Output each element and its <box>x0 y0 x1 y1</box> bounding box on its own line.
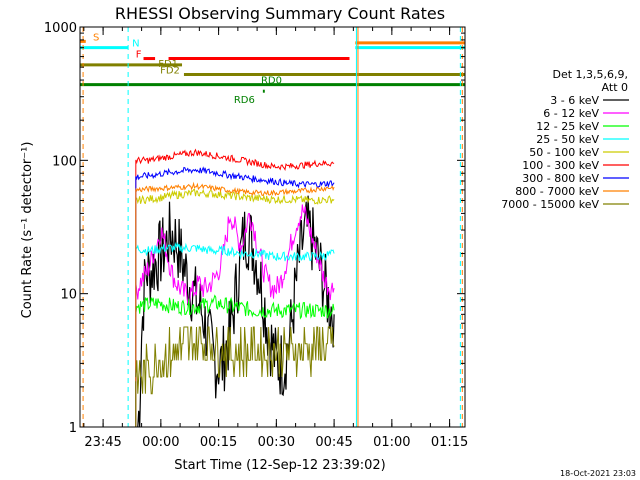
axes-ticks-layer: 1 10 100 1000 23:45 00:00 00:15 00:30 00:45 01:00… <box>44 21 468 450</box>
legend-label-800-7000-kev: 800 - 7000 keV <box>515 185 599 198</box>
flag-label-s: S <box>93 32 99 43</box>
flag-label-f: F <box>136 50 142 61</box>
y-axis-label: Count Rate (s⁻¹ detector⁻¹) <box>20 142 35 319</box>
y-axis-label-group: Count Rate (s⁻¹ detector⁻¹) <box>20 142 35 319</box>
x-axis-label: Start Time (12-Sep-12 23:39:02) <box>174 458 385 473</box>
series-line-3-6-kev <box>137 195 335 428</box>
x-tick-label-5: 01:00 <box>373 435 410 450</box>
series-line-800-7000-kev <box>135 181 335 197</box>
series-line-300-800-kev <box>135 166 335 189</box>
legend-label-12-25-kev: 12 - 25 keV <box>536 120 599 133</box>
x-tick-label-1: 00:00 <box>142 435 179 450</box>
series-line-6-12-kev <box>135 204 335 305</box>
series-layer <box>135 148 335 428</box>
legend-label-25-50-kev: 25 - 50 keV <box>536 133 599 146</box>
x-tick-label-0: 23:45 <box>84 435 121 450</box>
series-line-100-300-kev <box>135 148 335 172</box>
legend-label-3-6-kev: 3 - 6 keV <box>550 94 599 107</box>
series-line-25-50-kev <box>135 241 335 262</box>
chart-title: RHESSI Observing Summary Count Rates <box>115 4 445 23</box>
plot-frame <box>79 26 466 428</box>
x-tick-label-4: 00:45 <box>315 435 352 450</box>
vertical-lines-layer <box>82 27 463 427</box>
flag-label-rd0: RD0 <box>261 76 282 87</box>
y-tick-label-0: 1 <box>69 421 77 436</box>
legend-label-100-300-kev: 100 - 300 keV <box>522 159 599 172</box>
legend-label-300-800-kev: 300 - 800 keV <box>522 172 599 185</box>
series-line-12-25-kev <box>135 294 335 320</box>
footer-date: 18-Oct-2021 23:03 <box>560 469 636 478</box>
y-tick-label-3: 1000 <box>44 21 77 36</box>
series-line-7000-15000-kev <box>135 326 335 395</box>
flag-label-rd6: RD6 <box>234 95 255 106</box>
flag-label-n: N <box>132 39 139 50</box>
x-tick-label-2: 00:15 <box>200 435 237 450</box>
legend-label-6-12-kev: 6 - 12 keV <box>543 107 599 120</box>
legend-header-line1: Det 1,3,5,6,9, <box>552 68 628 81</box>
y-tick-label-1: 10 <box>60 288 77 303</box>
series-line-50-100-kev <box>135 188 335 205</box>
legend-label-50-100-kev: 50 - 100 keV <box>529 146 599 159</box>
y-tick-label-2: 100 <box>52 154 77 169</box>
flag-label-fd1: FD1 <box>158 59 178 70</box>
legend-label-7000-15000-kev: 7000 - 15000 keV <box>501 198 599 211</box>
x-tick-label-6: 01:15 <box>431 435 468 450</box>
legend-header-line2: Att 0 <box>602 81 628 94</box>
flag-label-fd2: FD2 <box>160 66 180 77</box>
x-tick-label-3: 00:30 <box>258 435 295 450</box>
